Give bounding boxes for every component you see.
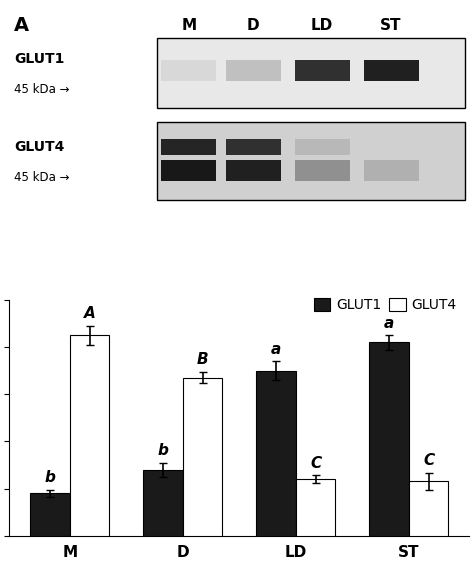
- Bar: [161, 160, 216, 180]
- Text: b: b: [45, 470, 55, 485]
- Bar: [369, 343, 409, 536]
- Bar: [156, 38, 465, 108]
- Text: LD: LD: [311, 18, 333, 33]
- Bar: [70, 335, 109, 536]
- Text: GLUT1: GLUT1: [14, 52, 64, 66]
- Bar: [226, 160, 281, 180]
- Text: ST: ST: [380, 18, 402, 33]
- Text: D: D: [247, 18, 259, 33]
- Bar: [294, 139, 350, 155]
- Bar: [364, 160, 419, 180]
- Text: C: C: [423, 453, 434, 468]
- Bar: [364, 139, 419, 155]
- Bar: [183, 378, 222, 536]
- Bar: [161, 139, 216, 155]
- Text: C: C: [310, 456, 321, 471]
- Text: 45 kDa →: 45 kDa →: [14, 171, 70, 184]
- Text: A: A: [14, 16, 29, 35]
- Bar: [156, 122, 465, 200]
- Text: 45 kDa →: 45 kDa →: [14, 83, 70, 96]
- Bar: [256, 371, 296, 536]
- Text: a: a: [384, 316, 394, 331]
- Legend: GLUT1, GLUT4: GLUT1, GLUT4: [308, 293, 462, 318]
- Bar: [294, 160, 350, 180]
- Text: a: a: [271, 342, 281, 357]
- Text: b: b: [158, 443, 169, 458]
- Bar: [364, 60, 419, 81]
- Bar: [409, 482, 448, 536]
- Bar: [30, 493, 70, 536]
- Bar: [143, 469, 183, 536]
- Text: M: M: [181, 18, 196, 33]
- Bar: [226, 139, 281, 155]
- Text: GLUT4: GLUT4: [14, 140, 64, 154]
- Text: B: B: [197, 353, 209, 367]
- Bar: [296, 479, 336, 536]
- Text: A: A: [84, 306, 96, 321]
- Bar: [161, 60, 216, 81]
- Bar: [294, 60, 350, 81]
- Bar: [226, 60, 281, 81]
